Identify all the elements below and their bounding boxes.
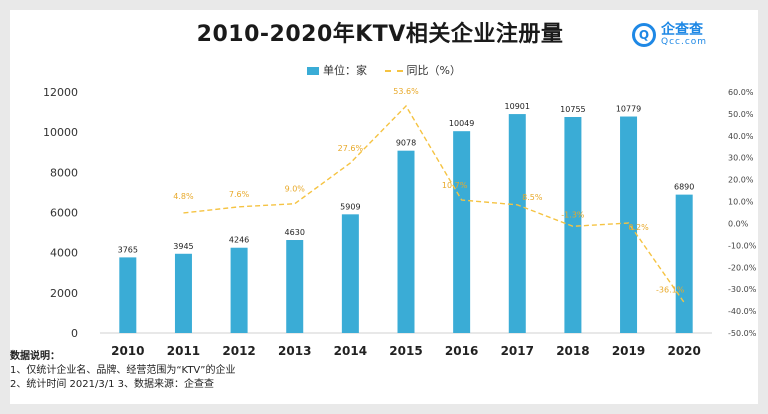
notes: 数据说明： 1、仅统计企业名、品牌、经营范围为“KTV”的企业 2、统计时间 2… (10, 350, 235, 392)
yoy-line (183, 104, 685, 303)
logo-name: 企查查 (661, 21, 703, 38)
y-tick-label: 12000 (43, 86, 78, 99)
legend: 单位：家 同比（%） (0, 62, 768, 78)
line-value-label: 8.5% (522, 193, 543, 202)
x-tick-label: 2014 (334, 344, 367, 358)
bar (508, 114, 526, 333)
y2-tick-label: 30.0% (728, 154, 754, 163)
qcc-logo-icon: Q (632, 23, 656, 47)
y-tick-label: 6000 (50, 207, 78, 220)
bar-value-label: 5909 (340, 202, 360, 211)
y2-tick-label: -10.0% (728, 241, 757, 250)
y2-tick-label: 20.0% (728, 176, 754, 185)
x-tick-label: 2017 (501, 344, 534, 358)
legend-bar-label: 单位：家 (323, 64, 368, 77)
bar (341, 214, 359, 333)
y2-tick-label: 60.0% (728, 88, 754, 97)
bar-value-label: 10049 (449, 119, 474, 128)
y2-tick-label: -50.0% (728, 329, 757, 338)
bar (119, 257, 137, 333)
bar-series (119, 114, 693, 333)
notes-heading: 数据说明： (10, 351, 60, 362)
bar (620, 116, 638, 333)
line-value-label: -1.3% (561, 210, 585, 219)
y2-tick-label: 0.0% (728, 219, 749, 228)
x-tick-label: 2015 (389, 344, 422, 358)
y-tick-label: 4000 (50, 247, 78, 260)
legend-line-swatch (384, 70, 403, 72)
line-value-label: 9.0% (285, 185, 306, 194)
y2-tick-label: 40.0% (728, 132, 754, 141)
x-tick-label: 2018 (556, 344, 589, 358)
y-axis-left: 0 2000 4000 6000 8000 10000 12000 (43, 86, 78, 340)
qcc-logo: Q 企查查 Qcc.com (632, 18, 707, 52)
bar (174, 253, 192, 333)
bar-value-label: 3945 (173, 242, 193, 251)
bar (564, 117, 582, 333)
legend-line-label: 同比（%） (406, 64, 461, 77)
x-tick-label: 2020 (667, 344, 700, 358)
chart-title: 2010-2020年KTV相关企业注册量 (196, 22, 564, 47)
y2-tick-label: -40.0% (728, 307, 757, 316)
bar-value-label: 10901 (505, 102, 530, 111)
y-tick-label: 2000 (50, 287, 78, 300)
logo-domain: Qcc.com (661, 36, 708, 47)
bar-value-label: 4246 (229, 236, 249, 245)
line-value-label: 4.8% (173, 192, 194, 201)
line-value-label: 27.6% (338, 144, 364, 153)
y-tick-label: 8000 (50, 166, 78, 179)
x-tick-label: 2012 (222, 344, 255, 358)
x-tick-label: 2011 (167, 344, 200, 358)
bar (286, 240, 304, 333)
x-tick-label: 2013 (278, 344, 311, 358)
line-value-label: 53.6% (393, 87, 419, 96)
line-value-label: -36.1% (656, 286, 685, 295)
line-value-label: 7.6% (229, 190, 250, 199)
bar-value-label: 6890 (674, 183, 694, 192)
y-tick-label: 10000 (43, 126, 78, 139)
notes-line-2: 2、统计时间 2021/3/1 3、数据来源：企查查 (10, 379, 214, 390)
line-data-labels: 4.8% 7.6% 9.0% 27.6% 53.6% 10.7% 8.5% -1.3% 0.2%… (173, 87, 684, 295)
y2-tick-label: -20.0% (728, 263, 757, 272)
legend-bar-swatch (307, 67, 320, 75)
line-value-label: 10.7% (442, 181, 468, 190)
bar-value-label: 10779 (616, 105, 641, 114)
bar-value-label: 4630 (285, 228, 305, 237)
x-tick-label: 2010 (111, 344, 144, 358)
bar-value-label: 3765 (118, 245, 138, 254)
bar (397, 150, 415, 333)
bar-value-label: 9078 (396, 139, 416, 148)
x-tick-label: 2019 (612, 344, 645, 358)
x-tick-label: 2016 (445, 344, 478, 358)
bar-value-label: 10755 (560, 105, 585, 114)
y2-tick-label: -30.0% (728, 285, 757, 294)
y2-tick-label: 50.0% (728, 110, 754, 119)
line-value-label: 0.2% (628, 223, 649, 232)
notes-line-1: 1、仅统计企业名、品牌、经营范围为“KTV”的企业 (10, 365, 236, 376)
bar (675, 194, 693, 333)
bar-data-labels: 3765 3945 4246 4630 5909 9078 10049 10901 10755 1… (118, 102, 695, 254)
y2-tick-label: 10.0% (728, 198, 754, 207)
y-axis-right: -50.0% -40.0% -30.0% -20.0% -10.0% 0.0% 10.0% 2… (728, 88, 757, 338)
y-tick-label: 0 (71, 327, 78, 340)
x-axis: 2010 2011 2012 2013 2014 2015 2016 2017 2018 2019… (111, 344, 701, 358)
bar (453, 131, 471, 333)
bar (230, 247, 248, 333)
